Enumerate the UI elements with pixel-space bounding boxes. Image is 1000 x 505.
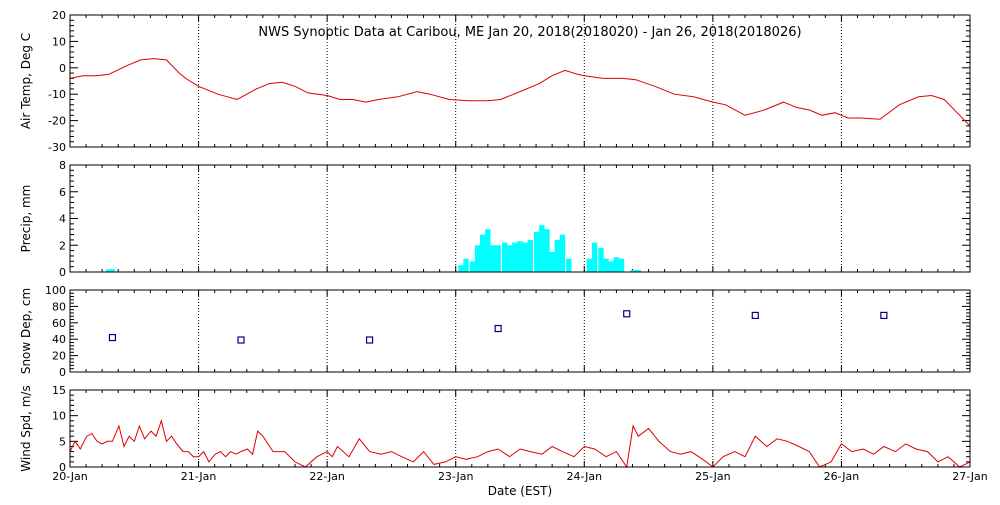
precip-bar <box>586 258 593 272</box>
precip-bar <box>109 269 116 272</box>
panel-frame <box>69 289 971 373</box>
precip-bar <box>490 245 496 272</box>
precip-bar <box>458 265 464 272</box>
precip-bar <box>635 269 641 272</box>
y-tick-label: 2 <box>59 239 66 252</box>
y-tick-label: 0 <box>59 366 66 379</box>
x-tick-label: 22-Jan <box>309 470 345 483</box>
y-tick-label: 40 <box>52 333 66 346</box>
y-axis-label: Precip, mm <box>19 185 33 253</box>
y-tick-label: 6 <box>59 186 66 199</box>
y-axis-label: Air Temp, Deg C <box>19 33 33 129</box>
snow-depth-point <box>623 310 631 318</box>
y-tick-label: 0 <box>59 461 66 474</box>
precip-bar <box>469 261 476 272</box>
chart-title: NWS Synoptic Data at Caribou, ME Jan 20,… <box>258 25 801 40</box>
precip-bar <box>512 242 518 272</box>
precip-panel: 0 2 4 6 8 Precip, mm <box>19 159 971 279</box>
x-tick-label: 20-Jan <box>52 470 88 483</box>
panel-frame <box>69 389 971 468</box>
x-tick-label: 26-Jan <box>824 470 860 483</box>
y-tick-label: -20 <box>48 115 66 128</box>
precip-bar <box>554 239 560 272</box>
precip-bar <box>630 269 636 272</box>
x-axis-label: Date (EST) <box>488 484 552 498</box>
precip-bar <box>559 234 566 272</box>
precip-bar <box>105 269 112 272</box>
y-tick-label: 8 <box>59 159 66 172</box>
y-tick-label: 20 <box>52 350 66 363</box>
snow-panel: 0 20 40 60 80 100 Snow Dep, cm <box>19 284 971 379</box>
snow-depth-point <box>108 333 117 342</box>
precip-bar <box>517 241 523 272</box>
x-tick-label: 23-Jan <box>438 470 474 483</box>
y-tick-label: -10 <box>48 88 66 101</box>
precip-bar <box>522 242 528 272</box>
y-tick-label: 60 <box>52 317 66 330</box>
precip-bar <box>501 242 508 272</box>
precip-bar <box>608 261 614 272</box>
precip-bar <box>480 234 486 272</box>
snow-depth-point <box>494 324 502 333</box>
panel-frame <box>69 164 971 273</box>
air-temp-line <box>69 58 971 127</box>
y-tick-label: 10 <box>52 410 66 423</box>
precip-bar <box>539 225 545 272</box>
temp-panel: -30 -20 -10 0 10 20 Air Temp, Deg C <box>19 9 971 154</box>
snow-depth-point <box>880 311 888 320</box>
precip-bar <box>485 229 491 272</box>
precip-bar <box>549 251 555 272</box>
y-tick-label: 15 <box>52 384 66 397</box>
precip-bar <box>495 245 501 272</box>
y-tick-label: 5 <box>59 435 66 448</box>
y-tick-label: 10 <box>52 35 66 48</box>
y-tick-label: 4 <box>59 213 66 226</box>
precip-bar <box>613 257 620 272</box>
precip-bar <box>527 239 533 272</box>
precip-bar <box>566 258 572 272</box>
snow-depth-point <box>365 336 374 344</box>
y-axis-label: Wind Spd, m/s <box>19 385 33 471</box>
wind-panel: 0 5 10 15 Wind Spd, m/s <box>19 384 971 474</box>
x-tick-label: 27-Jan <box>952 470 988 483</box>
precip-bar <box>603 258 609 272</box>
precip-bar <box>534 231 540 272</box>
wind-speed-line <box>69 419 971 469</box>
snow-depth-point <box>751 311 759 320</box>
y-tick-label: 100 <box>45 284 66 297</box>
x-tick-label: 25-Jan <box>695 470 731 483</box>
precip-bar <box>463 258 469 272</box>
y-tick-label: -30 <box>48 141 66 154</box>
precip-bar <box>618 258 625 272</box>
precip-bar <box>507 245 513 272</box>
y-tick-label: 0 <box>59 62 66 75</box>
y-axis-label: Snow Dep, cm <box>19 288 33 374</box>
y-tick-label: 0 <box>59 266 66 279</box>
y-tick-label: 20 <box>52 9 66 22</box>
snow-depth-point <box>237 336 245 344</box>
x-tick-label: 21-Jan <box>181 470 217 483</box>
precip-bar <box>598 247 604 272</box>
y-tick-label: 80 <box>52 300 66 313</box>
precip-bar <box>474 245 481 272</box>
precip-bar <box>544 229 550 272</box>
precip-bar <box>591 242 598 272</box>
x-tick-label: 24-Jan <box>567 470 603 483</box>
panel-frame <box>69 14 971 148</box>
